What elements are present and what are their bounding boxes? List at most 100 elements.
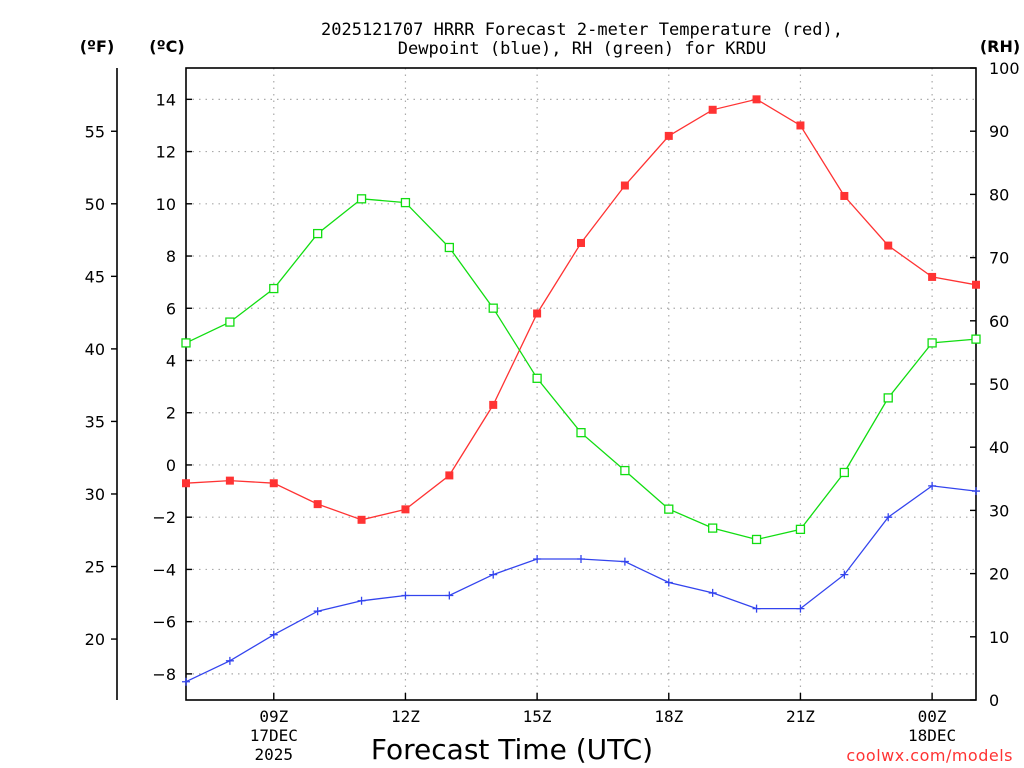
- unit-celsius-label: (ºC): [149, 37, 184, 56]
- celsius-tick-label: 12: [156, 143, 176, 162]
- series-line-green: [185, 198, 977, 541]
- rh-tick-label: 0: [989, 691, 999, 710]
- rh-tick-label: 60: [989, 312, 1009, 331]
- temperature-point: [313, 500, 322, 509]
- rh-point: [708, 523, 718, 533]
- temperature-point: [664, 131, 673, 140]
- temperature-point: [225, 476, 234, 485]
- dewpoint-point: [533, 554, 542, 563]
- x-tick-label: 21Z: [786, 707, 815, 726]
- fahrenheit-tick-label: 20: [85, 630, 105, 649]
- temperature-point: [401, 505, 410, 514]
- unit-rh-label: (RH): [980, 37, 1020, 56]
- dewpoint-point: [620, 557, 629, 566]
- rh-point: [532, 373, 542, 383]
- celsius-tick-label: 10: [156, 195, 176, 214]
- fahrenheit-tick-label: 50: [85, 195, 105, 214]
- chart-title-line2: Dewpoint (blue), RH (green) for KRDU: [398, 39, 766, 59]
- fahrenheit-tick-label: 30: [85, 485, 105, 504]
- temperature-point: [577, 238, 585, 247]
- series-line-blue: [185, 485, 977, 683]
- temperature-point: [840, 191, 849, 200]
- temperature-point: [269, 479, 278, 488]
- temperature-point: [182, 479, 190, 488]
- series: [181, 95, 981, 686]
- celsius-tick-label: 8: [166, 247, 176, 266]
- axes: [111, 67, 977, 701]
- dewpoint-point: [972, 487, 980, 496]
- celsius-tick-label: 14: [156, 90, 176, 109]
- temperature-point: [972, 280, 980, 289]
- rh-point: [400, 197, 411, 208]
- temperature-point: [708, 105, 717, 114]
- rh-point: [488, 303, 498, 313]
- dewpoint-point: [840, 570, 849, 579]
- dewpoint-point: [489, 570, 498, 579]
- fahrenheit-tick-label: 55: [85, 122, 105, 141]
- rh-tick-label: 80: [989, 185, 1009, 204]
- rh-tick-label: 20: [989, 565, 1009, 584]
- dewpoint-point: [884, 513, 893, 522]
- temperature-point: [796, 121, 805, 130]
- temperature-point: [445, 471, 454, 480]
- celsius-tick-label: −6: [152, 613, 176, 632]
- celsius-tick-label: −4: [152, 560, 176, 579]
- temperature-point: [357, 515, 366, 524]
- dewpoint-point: [928, 481, 937, 490]
- celsius-tick-label: −2: [152, 508, 176, 527]
- dewpoint-point: [577, 554, 585, 563]
- fahrenheit-tick-label: 25: [85, 558, 105, 577]
- rh-tick-label: 10: [989, 628, 1009, 647]
- fahrenheit-tick-label: 40: [85, 340, 105, 359]
- rh-tick-label: 100: [989, 59, 1020, 78]
- dewpoint-point: [796, 604, 805, 613]
- x-tick-year-label: 2025: [255, 745, 294, 764]
- rh-point: [225, 317, 235, 327]
- temperature-point: [928, 272, 937, 281]
- rh-point: [883, 393, 893, 403]
- dewpoint-point: [182, 677, 190, 686]
- rh-tick-label: 40: [989, 438, 1009, 457]
- dewpoint-point: [225, 656, 234, 665]
- x-tick-date-label: 18DEC: [908, 726, 956, 745]
- rh-point: [313, 228, 323, 239]
- fahrenheit-tick-label: 45: [85, 267, 105, 286]
- rh-tick-label: 30: [989, 501, 1009, 520]
- fahrenheit-tick-label: 35: [85, 412, 105, 431]
- rh-point: [444, 242, 454, 253]
- rh-tick-label: 70: [989, 249, 1009, 268]
- rh-point: [269, 283, 279, 294]
- x-tick-date-label: 17DEC: [250, 726, 298, 745]
- tick-labels: 14121086420−2−4−6−8555045403530252010090…: [85, 59, 1020, 764]
- dewpoint-point: [357, 596, 366, 605]
- x-tick-label: 18Z: [654, 707, 683, 726]
- rh-point: [356, 194, 367, 204]
- celsius-tick-label: 6: [166, 299, 176, 318]
- chart-title-line1: 2025121707 HRRR Forecast 2-meter Tempera…: [321, 20, 843, 40]
- x-axis-title: Forecast Time (UTC): [371, 733, 653, 766]
- rh-point: [751, 534, 762, 545]
- celsius-tick-label: 0: [166, 456, 176, 475]
- rh-point: [927, 338, 937, 348]
- temperature-point: [884, 241, 893, 250]
- rh-point: [620, 465, 630, 476]
- series-line-red: [185, 98, 977, 521]
- x-tick-label: 09Z: [259, 707, 288, 726]
- plot-frame: [185, 67, 977, 701]
- rh-tick-label: 50: [989, 375, 1009, 394]
- dewpoint-point: [664, 578, 673, 587]
- dewpoint-point: [708, 588, 717, 597]
- unit-fahrenheit-label: (ºF): [80, 37, 115, 56]
- dewpoint-point: [401, 591, 410, 600]
- x-tick-label: 12Z: [391, 707, 420, 726]
- rh-point: [576, 428, 586, 438]
- celsius-tick-label: 2: [166, 404, 176, 423]
- rh-point: [181, 338, 191, 348]
- dewpoint-point: [445, 591, 454, 600]
- rh-tick-label: 90: [989, 122, 1009, 141]
- dewpoint-point: [269, 630, 278, 639]
- rh-point: [971, 334, 981, 344]
- x-tick-label: 00Z: [918, 707, 947, 726]
- x-tick-label: 15Z: [523, 707, 552, 726]
- gridlines: [186, 68, 976, 700]
